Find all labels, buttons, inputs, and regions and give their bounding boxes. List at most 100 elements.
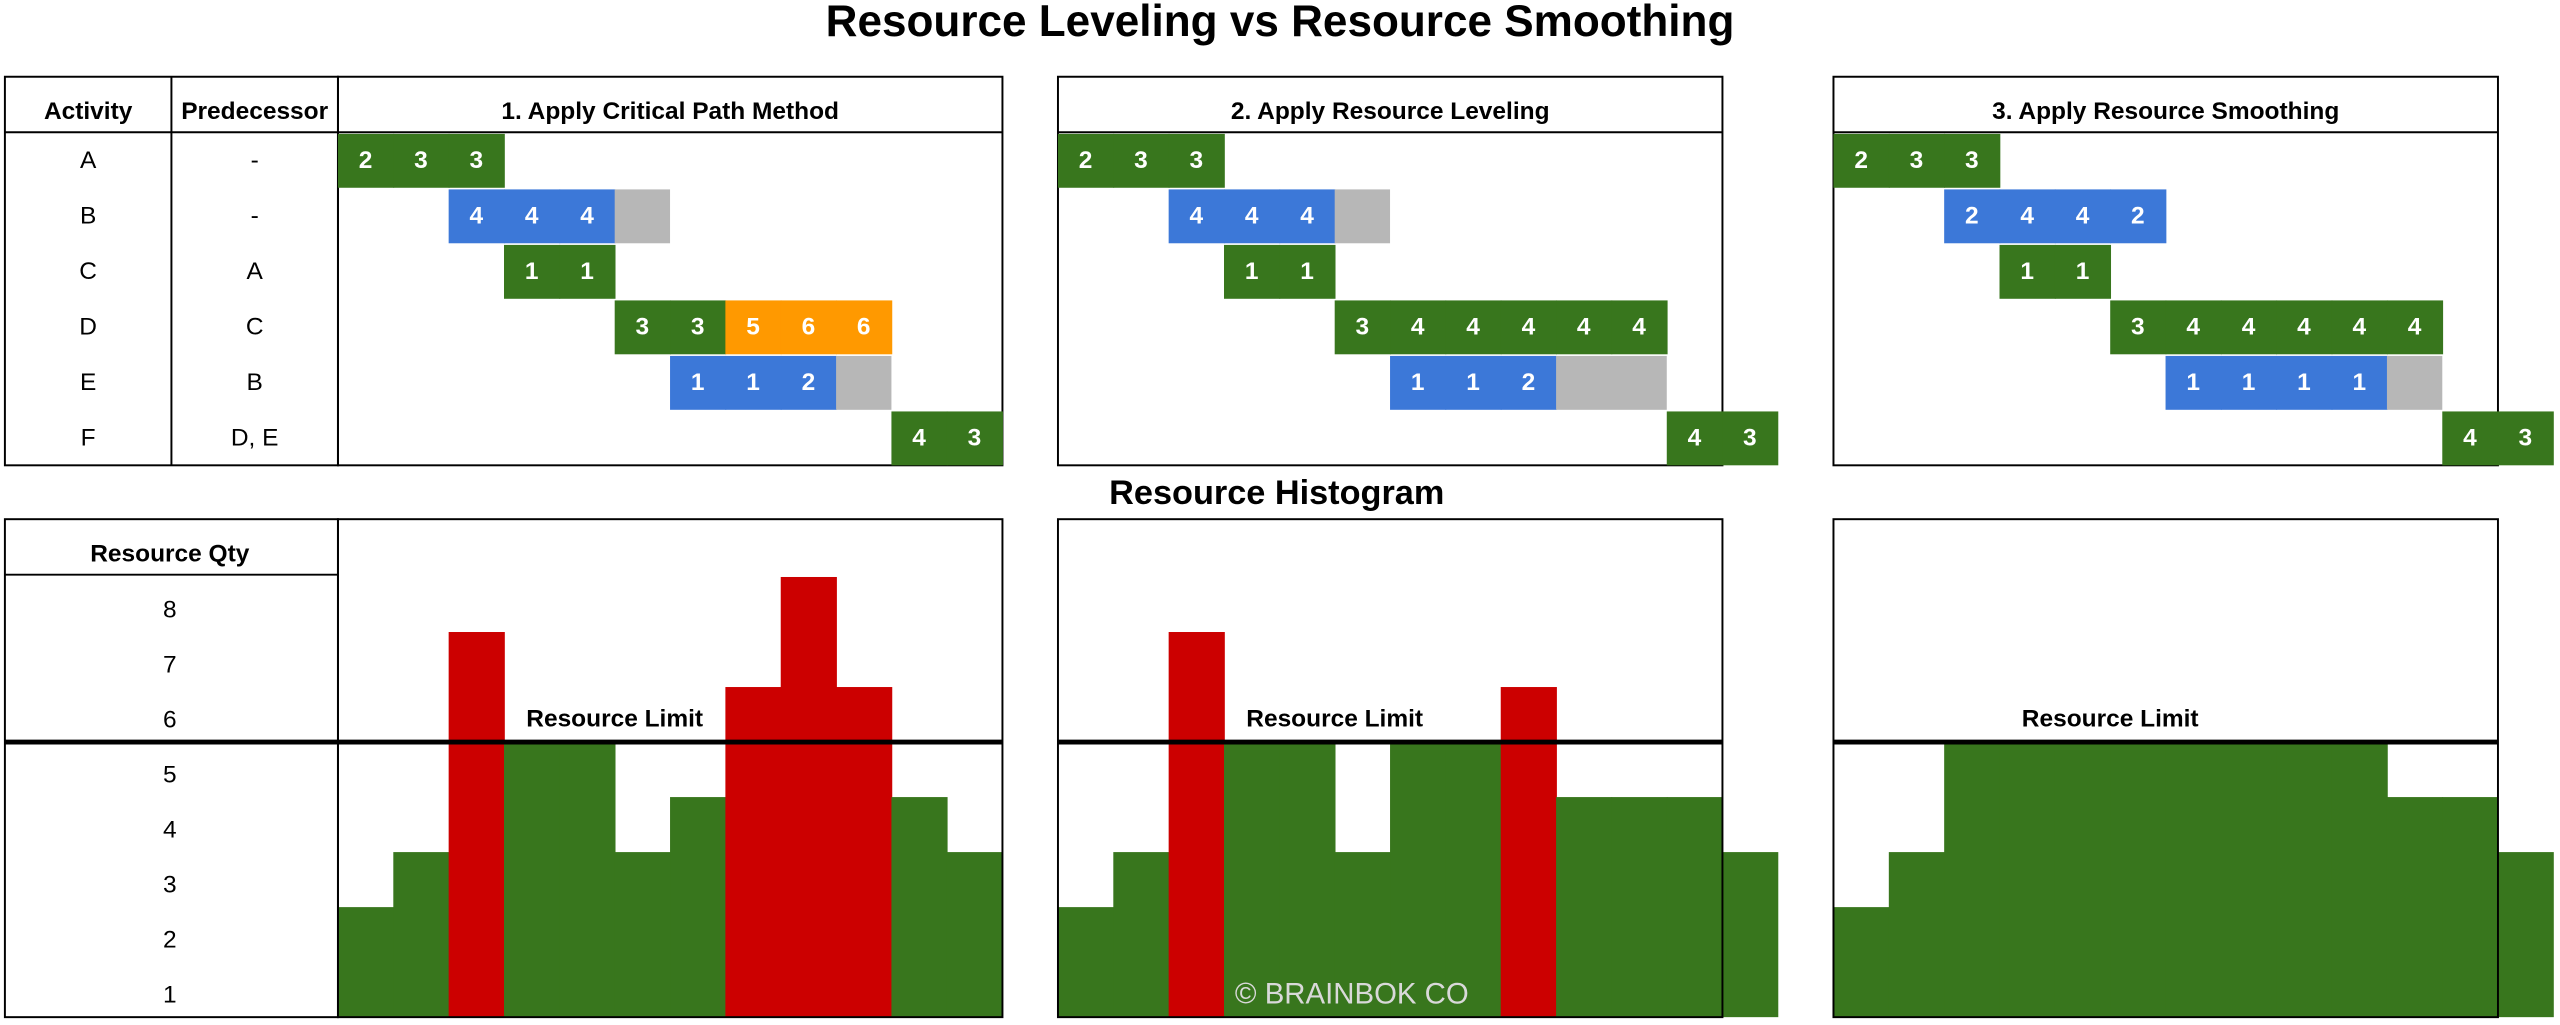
task-resource: 4: [2076, 203, 2090, 230]
table-cell: -: [251, 203, 259, 230]
task-cell: [448, 133, 505, 188]
task-cell: [2110, 189, 2167, 244]
task-cell: [1445, 355, 1502, 410]
task-cell: [1224, 189, 1281, 244]
task-cell: [725, 355, 782, 410]
task-cell: [2220, 300, 2278, 355]
table-cell: E: [80, 369, 96, 396]
gantt-border: [1056, 75, 1724, 467]
task-cell: [1556, 300, 1613, 355]
task-resource: 6: [802, 314, 816, 341]
axis-label: Resource Qty: [90, 541, 249, 568]
task-cell: [337, 133, 395, 188]
slack: [1334, 189, 1391, 244]
task-cell: [2276, 355, 2333, 410]
task-resource: 3: [2519, 425, 2533, 452]
histogram-bar: [2497, 852, 2554, 1018]
histogram-bar: [1334, 852, 1391, 1018]
table-header: Predecessor: [181, 98, 328, 125]
task-resource: 4: [470, 203, 484, 230]
task-cell: [1279, 189, 1336, 244]
task-cell: [1113, 133, 1170, 188]
histogram-bar: [393, 852, 450, 1018]
table-cell: A: [247, 258, 264, 285]
axis-tick-label: 6: [163, 707, 177, 734]
task-cell: [1057, 133, 1115, 188]
task-resource: 3: [414, 147, 428, 174]
slack: [614, 189, 671, 244]
task-resource: 2: [2131, 203, 2145, 230]
table-cell: -: [251, 147, 259, 174]
task-cell: [1888, 133, 1945, 188]
task-resource: 4: [1245, 203, 1259, 230]
task-cell: [2276, 300, 2333, 355]
panel-title: 1. Apply Critical Path Method: [501, 98, 839, 125]
histogram-bar: [2442, 797, 2499, 1018]
histogram-bar: [1279, 742, 1336, 1018]
panel-title: 2. Apply Resource Leveling: [1231, 98, 1550, 125]
task-resource: 1: [2186, 369, 2200, 396]
task-cell: [2165, 300, 2222, 355]
task-resource: 1: [2242, 369, 2256, 396]
task-cell: [1445, 300, 1502, 355]
histogram-bar: [337, 907, 395, 1018]
title: Resource Leveling vs Resource Smoothing: [826, 0, 1735, 46]
task-resource: 4: [1411, 314, 1425, 341]
histogram-bar: [2276, 742, 2333, 1018]
histogram-bar: [1888, 852, 1945, 1018]
task-cell: [393, 133, 450, 188]
task-cell: [2331, 300, 2388, 355]
resource-limit-label: Resource Limit: [526, 705, 703, 732]
task-cell: [1666, 411, 1723, 466]
slack: [2386, 355, 2443, 410]
task-resource: 4: [2242, 314, 2256, 341]
table-cell: C: [246, 314, 264, 341]
histogram-bar: [1113, 852, 1170, 1018]
task-resource: 1: [525, 258, 539, 285]
panel-title: 3. Apply Resource Smoothing: [1992, 98, 2339, 125]
task-resource: 2: [359, 147, 373, 174]
slack: [1556, 355, 1667, 410]
task-resource: 4: [1466, 314, 1480, 341]
task-resource: 1: [2076, 258, 2090, 285]
task-resource: 3: [968, 425, 982, 452]
task-cell: [1168, 133, 1225, 188]
axis-tick-label: 3: [163, 872, 177, 899]
histogram-bar: [2220, 742, 2278, 1018]
task-resource: 2: [1079, 147, 1093, 174]
histogram-bar: [1556, 797, 1613, 1018]
histogram-bar: [1445, 742, 1502, 1018]
task-resource: 4: [2186, 314, 2200, 341]
gantt-border: [1832, 75, 2499, 467]
task-resource: 3: [636, 314, 650, 341]
histogram-title: Resource Histogram: [1109, 474, 1444, 512]
task-cell: [1224, 244, 1281, 299]
task-resource: 3: [1190, 147, 1204, 174]
table-cell: B: [247, 369, 263, 396]
task-resource: 3: [1134, 147, 1148, 174]
task-cell: [2331, 355, 2388, 410]
axis-tick-label: 2: [163, 927, 177, 954]
histogram-bar: [1833, 907, 1890, 1018]
task-cell: [1334, 300, 1391, 355]
histogram-bar: [1224, 742, 1281, 1018]
table-cell: C: [79, 258, 97, 285]
task-cell: [559, 189, 616, 244]
task-resource: 4: [2020, 203, 2034, 230]
task-resource: 4: [2297, 314, 2311, 341]
task-resource: 1: [1411, 369, 1425, 396]
task-resource: 1: [2352, 369, 2366, 396]
histogram-bar: [2386, 797, 2444, 1018]
task-cell: [1168, 189, 1225, 244]
histogram-bar: [1722, 852, 1779, 1018]
task-resource: 1: [2020, 258, 2034, 285]
histogram-bar: [891, 797, 948, 1018]
histogram-bar: [836, 687, 893, 1018]
task-cell: [1279, 244, 1336, 299]
task-cell: [1500, 300, 1557, 355]
histogram-bar: [725, 687, 782, 1018]
task-resource: 4: [580, 203, 594, 230]
task-resource: 4: [525, 203, 539, 230]
task-cell: [1999, 189, 2056, 244]
